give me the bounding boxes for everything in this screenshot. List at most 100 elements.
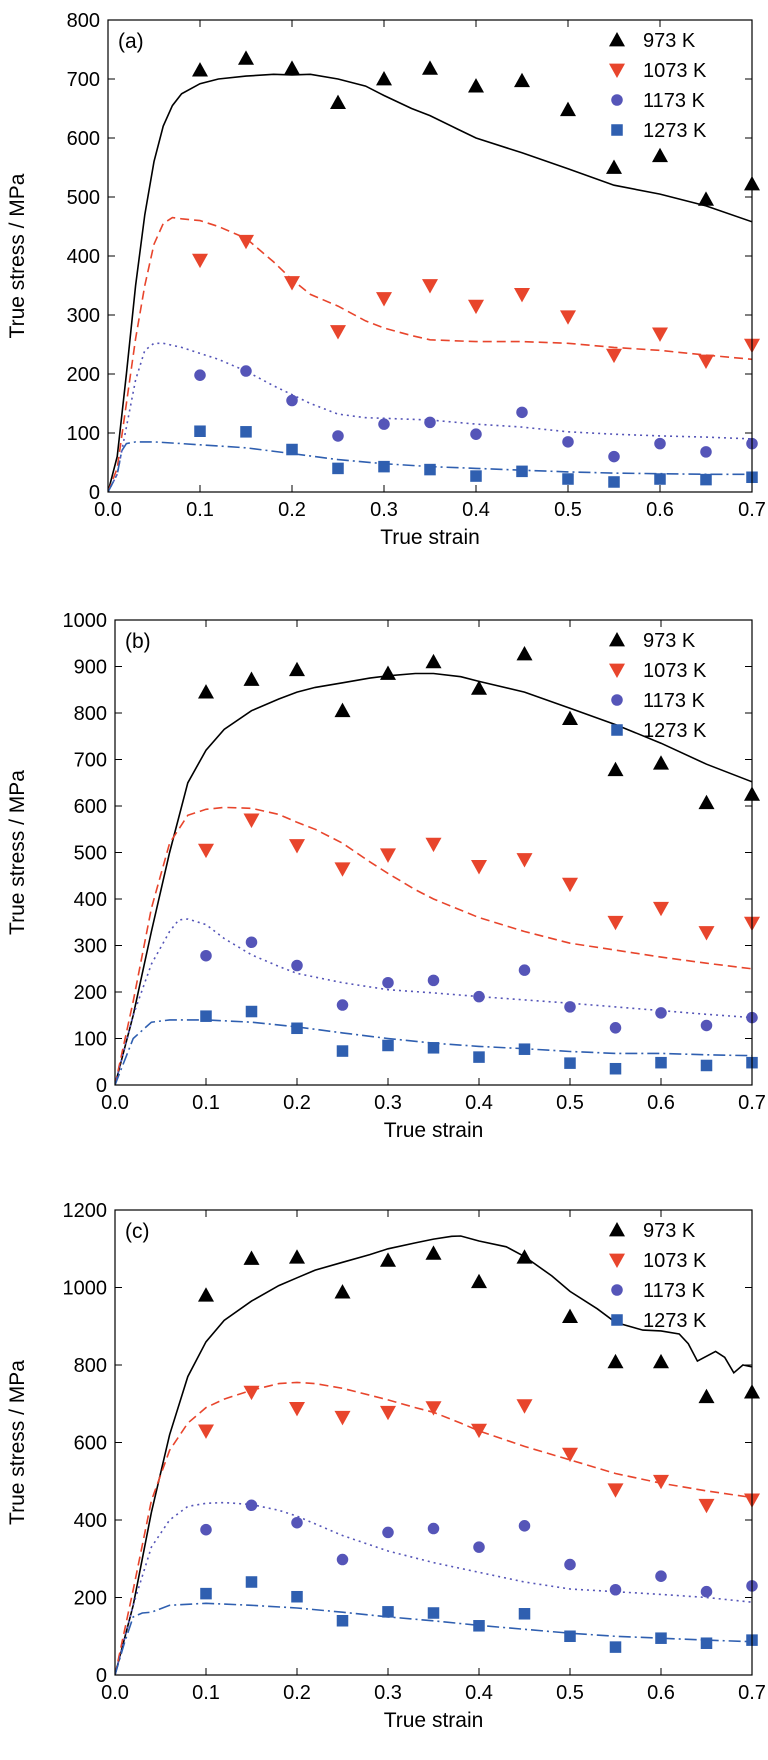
data-point: [518, 1608, 531, 1620]
series-markers: [200, 1005, 758, 1075]
data-point: [380, 848, 396, 863]
data-point: [652, 327, 668, 342]
data-point: [336, 1045, 349, 1057]
data-point: [427, 1042, 440, 1054]
data-point: [194, 425, 206, 437]
data-point: [200, 949, 212, 962]
data-point: [424, 463, 436, 476]
legend-label: 1273 K: [643, 120, 707, 142]
y-tick-label: 100: [74, 1029, 107, 1051]
x-axis-title: True strain: [380, 526, 480, 549]
data-point: [286, 443, 298, 456]
data-point: [468, 78, 484, 93]
data-point: [291, 959, 303, 972]
data-point: [332, 430, 344, 442]
series-line: [115, 1501, 752, 1675]
data-point: [334, 862, 351, 877]
data-point: [422, 60, 438, 75]
panel-b: 0.0 0.1 0.2 0.3 0.4 0.5 0.6 0.7 0 100 200 300 400 500…: [6, 610, 766, 1142]
data-point: [336, 1553, 349, 1566]
x-tick-label: 0.1: [192, 1682, 220, 1704]
y-tick-label: 500: [74, 843, 107, 865]
series-line: [115, 1235, 752, 1675]
data-point: [334, 702, 351, 718]
data-point: [336, 999, 349, 1011]
data-point: [564, 1057, 576, 1069]
legend-label: 1073 K: [643, 60, 707, 82]
data-point: [425, 837, 442, 853]
legend-marker: [611, 94, 623, 106]
data-point: [470, 470, 482, 482]
data-point: [516, 465, 528, 478]
data-point: [291, 1590, 303, 1603]
series-markers: [198, 645, 760, 810]
y-axis-title: True stress / MPa: [6, 1360, 29, 1525]
data-point: [471, 860, 487, 875]
y-tick-label: 1000: [63, 1278, 108, 1300]
data-point: [700, 1019, 713, 1032]
data-point: [198, 1424, 214, 1439]
series-markers: [200, 1576, 758, 1653]
data-point: [376, 292, 392, 307]
data-point: [607, 1353, 624, 1369]
data-point: [245, 1005, 258, 1018]
data-point: [240, 426, 252, 438]
data-point: [471, 1423, 487, 1439]
legend-label: 1273 K: [643, 720, 707, 742]
data-point: [245, 1576, 258, 1588]
series-line: [115, 918, 752, 1085]
data-point: [564, 1630, 576, 1643]
x-tick-label: 0.3: [370, 499, 398, 521]
data-point: [286, 394, 298, 407]
legend: 973 K 1073 K 1173 K 1273 K: [609, 30, 707, 142]
series-line: [108, 342, 752, 492]
data-point: [289, 661, 305, 677]
x-tick-label: 0.2: [283, 1682, 311, 1704]
legend-label: 1073 K: [643, 1250, 707, 1272]
data-point: [654, 473, 666, 485]
data-point: [700, 1637, 713, 1649]
data-point: [698, 794, 715, 810]
y-tick-label: 300: [74, 936, 107, 958]
data-point: [422, 279, 438, 294]
data-point: [608, 476, 620, 488]
tick-group: 0.0 0.1 0.2 0.3 0.4 0.5 0.6 0.7 0 100 200 300 400 500…: [63, 610, 766, 1114]
data-point: [332, 462, 344, 475]
x-tick-label: 0.6: [647, 1682, 675, 1704]
data-point: [562, 436, 574, 448]
data-point: [380, 665, 396, 680]
data-point: [562, 1447, 578, 1463]
x-tick-label: 0.5: [554, 499, 582, 521]
data-point: [245, 1499, 258, 1512]
data-point: [380, 1252, 396, 1267]
data-point: [516, 645, 533, 661]
data-point: [376, 71, 392, 86]
data-point: [473, 1051, 485, 1063]
y-tick-label: 600: [74, 1433, 107, 1455]
data-point: [425, 653, 442, 669]
series-line: [115, 806, 752, 1085]
x-tick-label: 0.1: [192, 1092, 220, 1114]
data-point: [382, 976, 394, 989]
panel-label: (c): [125, 1220, 150, 1243]
data-point: [427, 1607, 440, 1619]
plot-frame: [107, 19, 753, 493]
y-tick-label: 700: [67, 69, 100, 91]
y-tick-label: 1000: [63, 610, 108, 632]
data-point: [607, 761, 624, 777]
data-point: [516, 1249, 533, 1264]
y-tick-label: 200: [74, 1588, 107, 1610]
legend-marker: [609, 663, 625, 678]
legend-marker: [609, 63, 625, 78]
series-line: [115, 1602, 752, 1675]
data-point: [514, 287, 530, 303]
y-tick-label: 200: [74, 982, 107, 1004]
data-point: [606, 159, 622, 174]
data-point: [562, 877, 578, 893]
data-point: [243, 1250, 260, 1265]
legend-label: 973 K: [643, 30, 696, 52]
panel-label: (a): [118, 30, 144, 53]
legend-marker: [611, 124, 623, 136]
series-markers: [200, 1499, 758, 1598]
